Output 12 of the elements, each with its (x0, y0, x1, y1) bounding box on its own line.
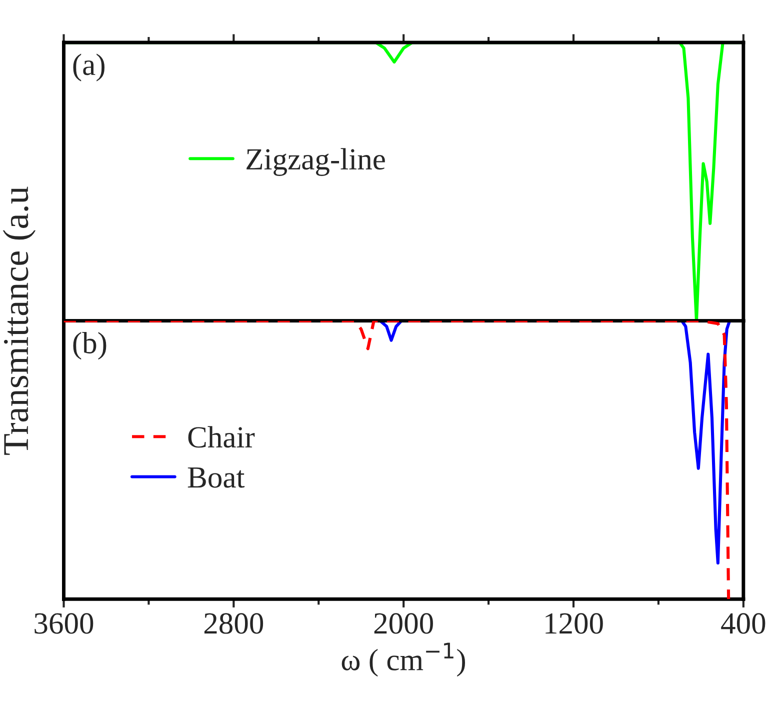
x-tick-label: 3600 (34, 613, 94, 634)
legend-label: Boat (188, 467, 245, 488)
annotation: (a) (73, 54, 104, 82)
x-tick-label: 400 (721, 613, 766, 634)
y-axis-title: Transmittance (a.u (2, 186, 36, 455)
x-tick-label: 2000 (374, 613, 433, 634)
legend-label: Chair (188, 426, 255, 448)
x-tick-label: 2800 (204, 613, 264, 634)
x-tick-label: 1200 (546, 613, 603, 634)
x-axis-title: ω ( cm$^{−1}$) (342, 642, 466, 677)
legend-label: Zigzag-line (246, 148, 385, 176)
annotation: (b) (73, 332, 106, 360)
